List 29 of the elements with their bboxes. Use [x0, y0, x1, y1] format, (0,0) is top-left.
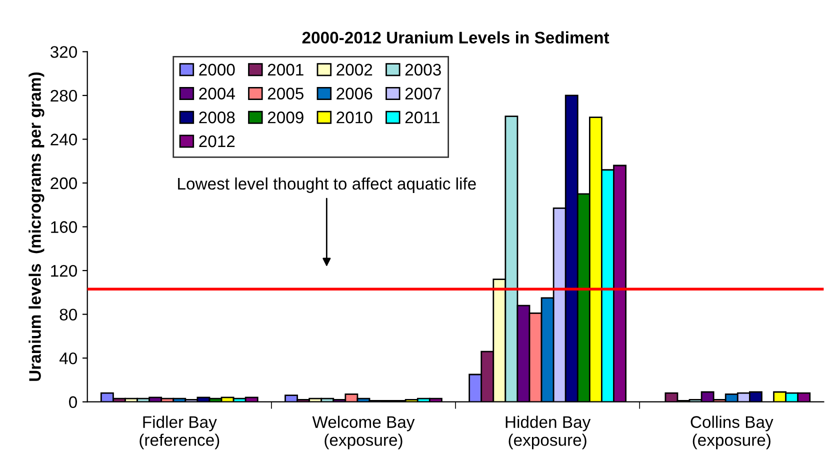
y-tick-label: 240	[50, 134, 77, 146]
x-tick-label: Collins Bay (exposure)	[690, 416, 774, 450]
x-tick-label: Fidler Bay (reference)	[140, 416, 220, 450]
y-tick-label: 320	[50, 46, 77, 58]
legend-label: 2005	[268, 88, 304, 100]
y-tick-label: 120	[51, 264, 77, 277]
y-tick-label: 160	[51, 221, 77, 233]
chart-title: 2000-2012 Uranium Levels in Sediment	[302, 31, 610, 44]
y-tick-label: 80	[60, 308, 77, 321]
legend-label: 2002	[336, 64, 372, 76]
annotation: Lowest level thought to affect aquatic life	[178, 177, 476, 193]
x-tick-label: Hidden Bay (exposure)	[506, 416, 591, 450]
legend-label: 2001	[268, 64, 304, 76]
legend-label: 2008	[199, 112, 235, 124]
legend-label: 2009	[268, 112, 304, 124]
legend-label: 2012	[199, 135, 235, 148]
y-tick-label: 200	[50, 177, 77, 190]
legend-label: 2003	[405, 64, 441, 76]
legend-label: 2011	[405, 112, 440, 124]
legend-label: 2000	[199, 64, 235, 76]
y-tick-label: 40	[59, 352, 77, 364]
y-tick-label: 0	[69, 396, 77, 408]
legend-label: 2006	[336, 88, 372, 100]
legend-label: 2004	[199, 88, 235, 100]
x-tick-label: Welcome Bay (exposure)	[312, 416, 415, 450]
legend-label: 2007	[405, 88, 441, 100]
y-axis-title: Uranium levels (micrograms per gram)	[28, 72, 44, 381]
legend-label: 2010	[336, 112, 372, 124]
y-tick-label: 280	[50, 90, 77, 102]
